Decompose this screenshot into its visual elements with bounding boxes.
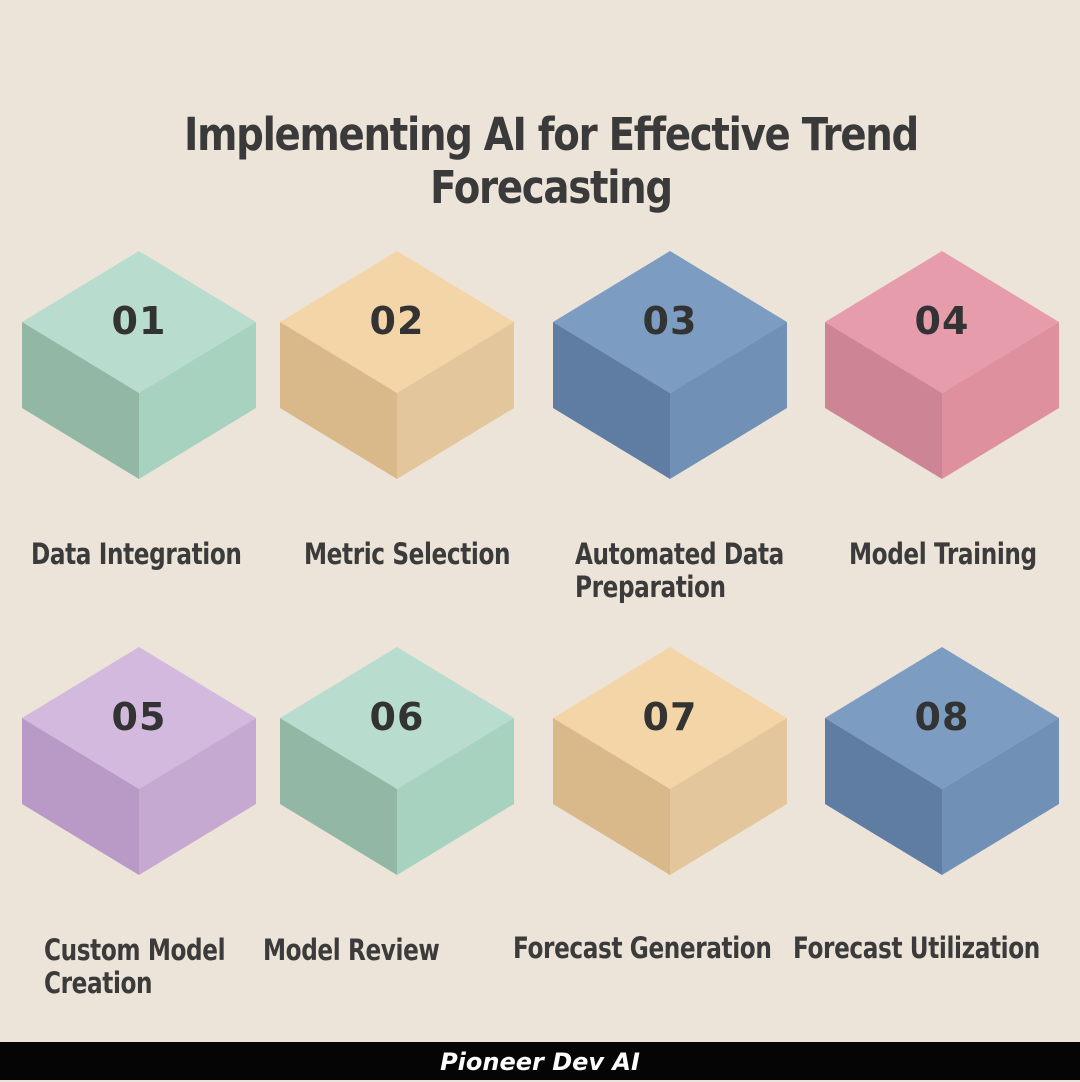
step-label-line: Data Integration	[31, 537, 242, 571]
step-number: 08	[914, 695, 970, 739]
step-label-line: Model Training	[849, 537, 1037, 571]
cube-face-left	[825, 718, 942, 875]
step-label-line: Automated Data	[575, 537, 784, 571]
step-label-line: Creation	[44, 966, 153, 1000]
page-title: Implementing AI for Effective Trend Fore…	[184, 108, 919, 214]
step-label-line: Model Review	[263, 933, 440, 967]
footer-brand: Pioneer Dev AI	[0, 1042, 1080, 1080]
step-label-03: Automated Data Preparation	[575, 538, 784, 604]
cube-shape	[553, 647, 787, 875]
step-number: 06	[369, 695, 425, 739]
cube-shape	[280, 251, 514, 479]
cube-face-left	[280, 718, 397, 875]
step-number: 05	[111, 695, 167, 739]
step-label-05: Custom Model Creation	[44, 933, 226, 1000]
cube-face-left	[22, 322, 139, 479]
step-label-04: Model Training	[849, 538, 1037, 571]
step-cube-04: 04	[825, 251, 1059, 479]
cube-shape	[825, 251, 1059, 479]
cube-face-right	[397, 322, 514, 479]
cube-face-right	[670, 718, 787, 875]
cube-shape	[553, 251, 787, 479]
step-label-line: Metric Selection	[304, 537, 511, 571]
step-cube-05: 05	[22, 647, 256, 875]
step-number: 07	[642, 695, 698, 739]
step-label-08: Forecast Utilization	[793, 932, 1040, 965]
cube-shape	[280, 647, 514, 875]
cube-face-right	[397, 718, 514, 875]
step-label-line: Custom Model	[44, 933, 226, 967]
step-number: 04	[914, 299, 970, 343]
step-cube-02: 02	[280, 251, 514, 479]
cube-face-right	[942, 322, 1059, 479]
cube-face-right	[670, 322, 787, 479]
cube-face-left	[22, 718, 139, 875]
step-cube-06: 06	[280, 647, 514, 875]
cube-face-right	[942, 718, 1059, 875]
step-label-line: Forecast Utilization	[793, 931, 1040, 965]
cube-face-left	[825, 322, 942, 479]
step-label-07: Forecast Generation	[513, 931, 772, 965]
step-cube-08: 08	[825, 647, 1059, 875]
cube-shape	[22, 251, 256, 479]
step-label-02: Metric Selection	[304, 537, 511, 571]
step-cube-01: 01	[22, 251, 256, 479]
cube-face-left	[553, 718, 670, 875]
step-cube-07: 07	[553, 647, 787, 875]
cube-shape	[22, 647, 256, 875]
step-number: 01	[111, 299, 167, 343]
cube-face-right	[139, 322, 256, 479]
step-label-line: Preparation	[575, 570, 726, 604]
cube-face-left	[280, 322, 397, 479]
step-cube-03: 03	[553, 251, 787, 479]
step-label-line: Forecast Generation	[513, 931, 772, 965]
step-number: 03	[642, 299, 698, 343]
cube-shape	[825, 647, 1059, 875]
step-label-06: Model Review	[263, 933, 440, 967]
cube-face-right	[139, 718, 256, 875]
step-label-01: Data Integration	[31, 538, 242, 571]
step-number: 02	[369, 299, 425, 343]
cube-face-left	[553, 322, 670, 479]
